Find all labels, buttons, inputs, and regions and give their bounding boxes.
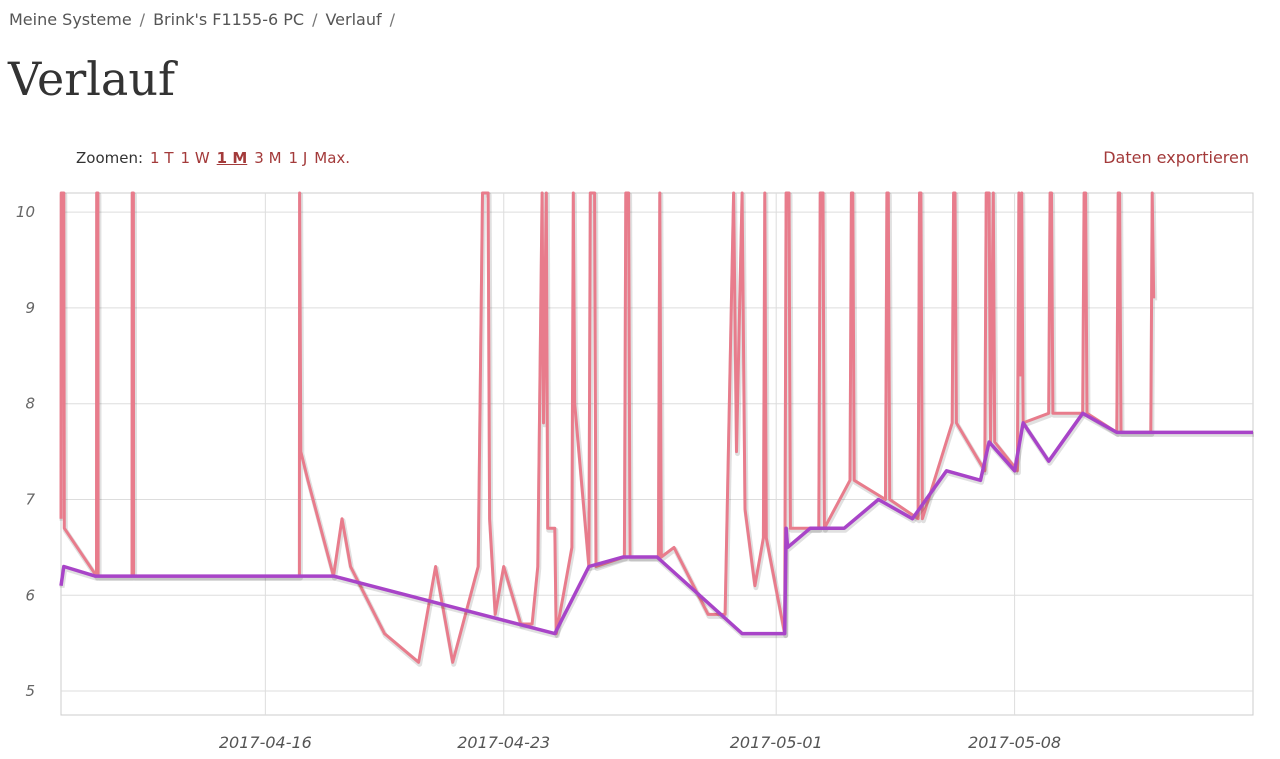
y-tick-label: 9 <box>25 299 35 317</box>
page-title: Verlauf <box>8 52 175 106</box>
x-tick-label: 2017-05-08 <box>968 733 1061 752</box>
breadcrumb: Meine Systeme / Brink's F1155-6 PC / Ver… <box>9 10 403 29</box>
zoom-option-1-week[interactable]: 1 W <box>180 149 210 167</box>
y-tick-label: 5 <box>25 682 35 700</box>
plot-area <box>60 192 1254 716</box>
x-tick-label: 2017-04-23 <box>457 733 550 752</box>
zoom-option-max[interactable]: Max. <box>314 149 351 167</box>
y-tick-label: 7 <box>25 490 35 508</box>
breadcrumb-item-system[interactable]: Brink's F1155-6 PC <box>153 10 305 29</box>
breadcrumb-separator: / <box>389 10 396 29</box>
zoom-option-1-day[interactable]: 1 T <box>150 149 174 167</box>
zoom-label: Zoomen: <box>76 149 144 167</box>
breadcrumb-separator: / <box>312 10 318 29</box>
breadcrumb-separator: / <box>139 10 146 29</box>
export-data-link[interactable]: Daten exportieren <box>1103 148 1249 167</box>
breadcrumb-item-verlauf[interactable]: Verlauf <box>325 10 382 29</box>
y-tick-label: 10 <box>16 203 35 221</box>
zoom-controls: Zoomen: 1 T 1 W 1 M 3 M 1 J Max. <box>76 149 350 167</box>
breadcrumb-item-meine-systeme[interactable]: Meine Systeme <box>9 10 132 29</box>
y-tick-label: 6 <box>25 586 35 604</box>
zoom-option-1-month[interactable]: 1 M <box>216 149 248 167</box>
x-tick-label: 2017-04-16 <box>219 733 312 752</box>
y-tick-label: 8 <box>25 395 35 413</box>
x-tick-label: 2017-05-01 <box>730 733 823 752</box>
zoom-option-3-months[interactable]: 3 M <box>254 149 282 167</box>
series-line-1 <box>59 191 1156 664</box>
series-line-2 <box>59 411 1253 636</box>
zoom-option-1-year[interactable]: 1 J <box>288 149 308 167</box>
